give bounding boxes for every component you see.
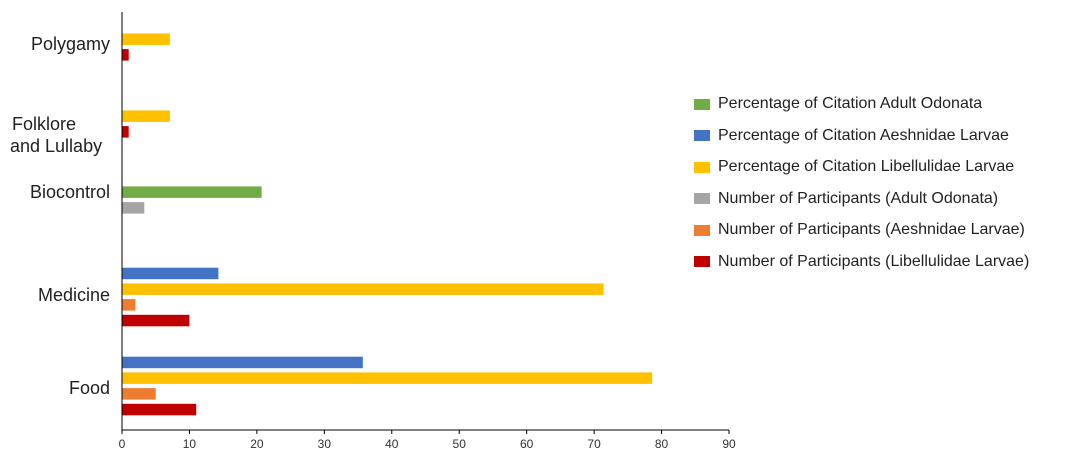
x-tick-label: 70 xyxy=(587,437,601,451)
legend-swatch xyxy=(694,161,710,173)
bar xyxy=(122,267,219,280)
x-tick-label: 20 xyxy=(250,437,264,451)
x-tick-label: 10 xyxy=(183,437,197,451)
legend-item: Percentage of Citation Aeshnidae Larvae xyxy=(694,122,1029,150)
bar xyxy=(122,356,363,369)
category-label-food: Food xyxy=(68,378,110,398)
legend-swatch xyxy=(694,130,710,142)
category-label-folklore: Folklore and Lullaby xyxy=(0,113,110,157)
x-tick-label: 60 xyxy=(520,437,534,451)
bar xyxy=(122,202,145,214)
legend-swatch xyxy=(694,224,710,236)
legend-item: Number of Participants (Aeshnidae Larvae… xyxy=(694,216,1029,244)
bar xyxy=(122,126,129,138)
bar xyxy=(122,372,653,384)
x-tick-label: 80 xyxy=(655,437,669,451)
legend-item: Number of Participants (Libellulidae Lar… xyxy=(694,248,1029,276)
legend-item: Percentage of Citation Adult Odonata xyxy=(694,90,1029,118)
bar xyxy=(122,110,170,122)
legend: Percentage of Citation Adult Odonata Per… xyxy=(694,90,1029,280)
x-tick-label: 0 xyxy=(119,437,126,451)
legend-swatch xyxy=(694,193,710,205)
legend-swatch xyxy=(694,256,710,268)
x-tick-label: 90 xyxy=(722,437,736,451)
bar xyxy=(122,299,136,311)
x-tick-label: 40 xyxy=(385,437,399,451)
x-tick-label: 50 xyxy=(453,437,467,451)
legend-label: Percentage of Citation Libellulidae Larv… xyxy=(718,158,1015,176)
bar xyxy=(122,283,604,295)
legend-item: Number of Participants (Adult Odonata) xyxy=(694,185,1029,213)
category-label-medicine: Medicine xyxy=(37,285,110,305)
legend-label: Number of Participants (Adult Odonata) xyxy=(718,189,999,207)
category-label-biocontrol: Biocontrol xyxy=(29,182,110,202)
legend-label: Percentage of Citation Adult Odonata xyxy=(718,95,983,112)
legend-swatch xyxy=(694,98,710,110)
bar xyxy=(122,403,197,416)
category-label-folklore-line2: and Lullaby xyxy=(10,136,103,156)
bar xyxy=(122,49,129,61)
bar xyxy=(122,388,156,400)
legend-label: Number of Participants (Aeshnidae Larvae… xyxy=(718,221,1025,239)
bar xyxy=(122,33,170,45)
category-label-folklore-line1: Folklore xyxy=(12,114,77,134)
category-label-polygamy: Polygamy xyxy=(30,34,110,54)
bar xyxy=(122,314,190,327)
x-tick-label: 30 xyxy=(318,437,332,451)
legend-label: Percentage of Citation Aeshnidae Larvae xyxy=(718,126,1009,144)
legend-item: Percentage of Citation Libellulidae Larv… xyxy=(694,153,1029,181)
legend-label: Number of Participants (Libellulidae Lar… xyxy=(718,252,1030,270)
bar xyxy=(122,186,262,198)
